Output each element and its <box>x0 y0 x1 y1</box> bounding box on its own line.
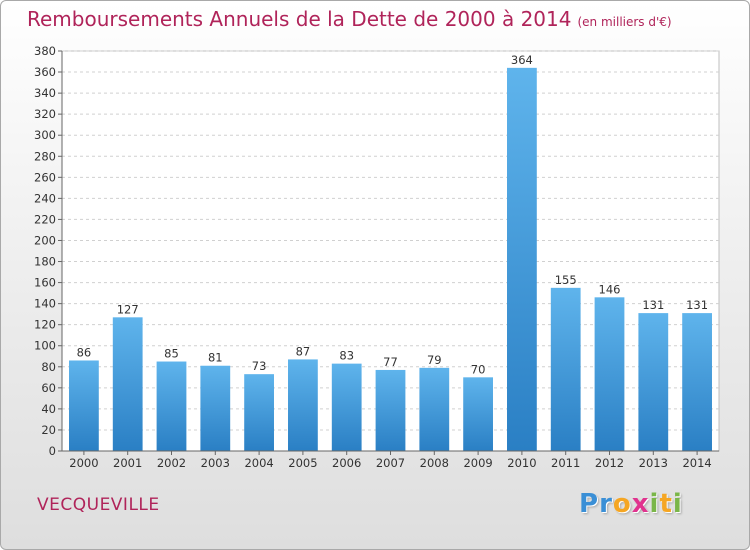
data-label: 73 <box>252 359 267 373</box>
logo-letter: o <box>612 489 632 519</box>
data-label: 131 <box>686 298 708 312</box>
data-label: 77 <box>383 355 398 369</box>
x-tick-label: 2010 <box>507 456 536 470</box>
data-label: 70 <box>471 362 486 376</box>
bar-2001 <box>112 317 143 451</box>
data-label: 86 <box>77 345 92 359</box>
y-tick-label: 380 <box>34 44 56 58</box>
y-tick-label: 0 <box>49 444 56 458</box>
logo-letter: r <box>599 489 613 519</box>
x-tick-label: 2014 <box>682 456 711 470</box>
bar-2006 <box>331 363 362 451</box>
y-tick-label: 200 <box>34 233 56 247</box>
y-tick-label: 180 <box>34 255 56 269</box>
logo-letter: i <box>672 489 683 519</box>
x-tick-label: 2004 <box>244 456 273 470</box>
y-tick-label: 240 <box>34 191 56 205</box>
data-label: 87 <box>296 344 311 358</box>
y-tick-label: 40 <box>41 402 56 416</box>
data-label: 81 <box>208 351 223 365</box>
proxiti-logo: Proxiti <box>579 489 683 519</box>
data-label: 83 <box>339 349 354 363</box>
logo-letter: P <box>579 489 600 519</box>
data-label: 364 <box>511 53 533 67</box>
logo-letter: i <box>649 489 660 519</box>
y-tick-label: 80 <box>41 360 56 374</box>
bar-2007 <box>375 369 406 451</box>
x-tick-label: 2007 <box>376 456 405 470</box>
bar-2014 <box>682 313 712 451</box>
data-label: 127 <box>117 302 139 316</box>
bar-2008 <box>419 367 450 451</box>
data-label: 85 <box>164 347 179 361</box>
y-tick-label: 220 <box>34 212 56 226</box>
commune-name: VECQUEVILLE <box>37 495 160 515</box>
x-tick-label: 2011 <box>551 456 580 470</box>
x-tick-label: 2008 <box>420 456 449 470</box>
y-tick-label: 340 <box>34 86 56 100</box>
bar-2002 <box>156 361 187 451</box>
bar-2003 <box>200 365 231 451</box>
bar-2004 <box>244 374 274 451</box>
x-tick-label: 2000 <box>69 456 98 470</box>
y-tick-label: 260 <box>34 170 56 184</box>
chart-unit: (en milliers d'€) <box>577 15 672 29</box>
data-label: 146 <box>599 282 621 296</box>
x-tick-label: 2006 <box>332 456 361 470</box>
bar-2005 <box>288 359 318 451</box>
x-tick-label: 2009 <box>463 456 492 470</box>
bar-2010 <box>507 67 537 451</box>
x-tick-label: 2013 <box>639 456 668 470</box>
x-tick-label: 2002 <box>157 456 186 470</box>
chart-title: Remboursements Annuels de la Dette de 20… <box>27 7 672 31</box>
data-label: 131 <box>642 298 664 312</box>
x-tick-label: 2005 <box>288 456 317 470</box>
y-tick-label: 20 <box>41 423 56 437</box>
data-label: 79 <box>427 353 442 367</box>
bar-2009 <box>463 377 493 451</box>
x-tick-label: 2001 <box>113 456 142 470</box>
y-tick-label: 160 <box>34 276 56 290</box>
y-tick-label: 100 <box>34 339 56 353</box>
y-tick-label: 360 <box>34 65 56 79</box>
y-tick-label: 120 <box>34 318 56 332</box>
y-tick-label: 60 <box>41 381 56 395</box>
bar-2000 <box>69 360 99 451</box>
logo-letter: x <box>631 489 650 519</box>
y-tick-label: 320 <box>34 107 56 121</box>
data-label: 155 <box>555 273 577 287</box>
bar-2013 <box>638 313 669 451</box>
bar-2011 <box>550 287 581 451</box>
bar-2012 <box>594 297 625 451</box>
y-tick-label: 280 <box>34 149 56 163</box>
y-tick-label: 140 <box>34 297 56 311</box>
x-tick-label: 2012 <box>595 456 624 470</box>
logo-letter: t <box>659 489 673 519</box>
x-tick-label: 2003 <box>201 456 230 470</box>
y-tick-label: 300 <box>34 128 56 142</box>
